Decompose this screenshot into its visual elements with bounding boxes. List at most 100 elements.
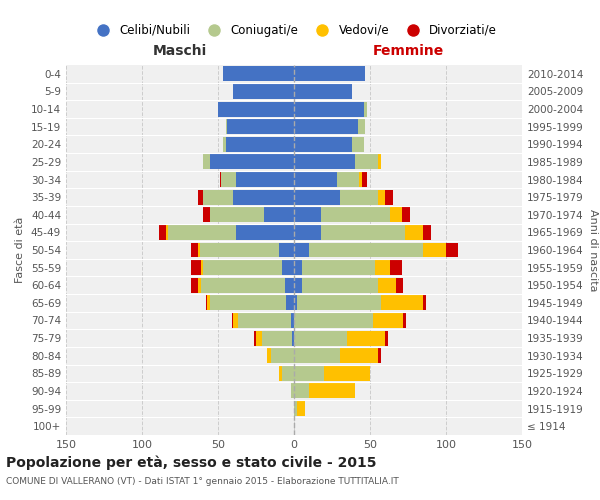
Bar [201,278,294,292]
Bar [236,172,294,187]
Bar [294,172,362,187]
Bar [294,102,367,116]
Bar [262,330,294,345]
Bar [294,278,377,292]
Bar [294,84,352,99]
Bar [232,313,294,328]
Bar [294,84,352,99]
Bar [191,278,294,292]
Bar [211,208,294,222]
Bar [294,242,446,258]
Bar [254,330,294,345]
Bar [294,137,364,152]
Bar [294,225,322,240]
Bar [294,260,390,275]
Bar [168,225,294,240]
Bar [294,154,355,170]
Text: Femmine: Femmine [373,44,443,58]
Bar [294,401,305,416]
Bar [294,119,365,134]
Text: Popolazione per età, sesso e stato civile - 2015: Popolazione per età, sesso e stato civil… [6,455,377,469]
Bar [226,119,294,134]
Bar [198,190,294,204]
Bar [218,102,294,116]
Bar [198,242,294,258]
Bar [294,66,365,82]
Bar [238,313,294,328]
Bar [294,384,355,398]
Bar [294,172,367,187]
Bar [198,278,294,292]
Bar [208,296,294,310]
Bar [256,330,294,345]
Bar [294,84,352,99]
Bar [206,296,294,310]
Bar [166,225,294,240]
Bar [294,348,340,363]
Bar [294,137,352,152]
Bar [282,260,294,275]
Bar [294,119,358,134]
Bar [266,348,294,363]
Bar [294,384,309,398]
Bar [279,242,294,258]
Bar [233,84,294,99]
Bar [291,384,294,398]
Bar [294,278,403,292]
Bar [294,278,302,292]
Bar [294,102,367,116]
Bar [294,242,423,258]
Bar [233,84,294,99]
Bar [223,66,294,82]
Bar [294,137,364,152]
Bar [233,84,294,99]
Bar [291,313,294,328]
Bar [294,313,406,328]
Bar [233,190,294,204]
Bar [285,278,294,292]
Bar [159,225,294,240]
Bar [226,137,294,152]
Bar [294,313,373,328]
Text: COMUNE DI VALLERANO (VT) - Dati ISTAT 1° gennaio 2015 - Elaborazione TUTTITALIA.: COMUNE DI VALLERANO (VT) - Dati ISTAT 1°… [6,478,399,486]
Bar [294,102,367,116]
Bar [223,66,294,82]
Bar [294,225,423,240]
Bar [294,296,426,310]
Bar [221,172,294,187]
Bar [294,348,377,363]
Bar [294,66,365,82]
Bar [233,313,294,328]
Bar [294,84,352,99]
Bar [294,119,365,134]
Bar [294,260,402,275]
Bar [294,190,377,204]
Bar [286,296,294,310]
Bar [294,260,302,275]
Bar [263,208,294,222]
Bar [226,119,294,134]
Bar [191,242,294,258]
Bar [291,384,294,398]
Bar [218,102,294,116]
Bar [294,401,305,416]
Bar [200,242,294,258]
Bar [294,154,377,170]
Bar [282,366,294,381]
Bar [279,366,294,381]
Bar [294,366,325,381]
Bar [294,66,365,82]
Bar [294,348,380,363]
Bar [294,296,423,310]
Bar [294,190,393,204]
Bar [294,172,337,187]
Text: Maschi: Maschi [153,44,207,58]
Bar [292,330,294,345]
Bar [191,260,294,275]
Bar [294,208,402,222]
Bar [294,154,380,170]
Bar [203,208,294,222]
Bar [223,137,294,152]
Bar [226,119,294,134]
Bar [294,366,370,381]
